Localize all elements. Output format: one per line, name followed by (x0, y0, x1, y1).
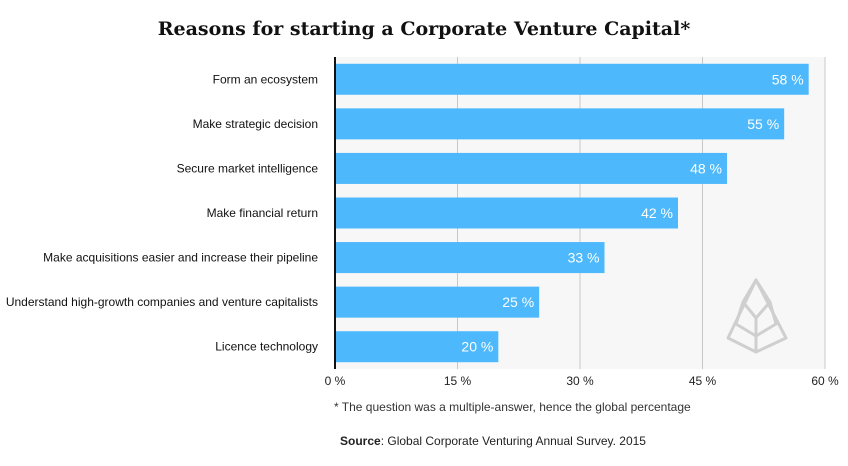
x-tick-label: 60 % (811, 374, 839, 388)
bar (335, 242, 605, 274)
category-label: Form an ecosystem (213, 72, 318, 86)
x-tick-label: 45 % (689, 374, 717, 388)
bar (335, 152, 727, 184)
bar-value-label: 58 % (772, 71, 804, 87)
footnote: * The question was a multiple-answer, he… (334, 400, 691, 414)
chart-title: Reasons for starting a Corporate Venture… (157, 18, 691, 40)
bar-value-label: 25 % (502, 294, 534, 310)
bar (335, 331, 499, 363)
x-tick-label: 30 % (566, 374, 594, 388)
watermark-logo (726, 278, 788, 354)
source-note: Source: Global Corporate Venturing Annua… (340, 434, 646, 448)
category-label: Understand high-growth companies and ven… (6, 295, 318, 309)
category-label: Make financial return (207, 206, 318, 220)
bar-value-label: 42 % (641, 205, 673, 221)
category-label: Secure market intelligence (177, 161, 319, 175)
category-label: Licence technology (215, 340, 318, 354)
x-tick-label: 15 % (444, 374, 472, 388)
bar (335, 108, 785, 140)
source-label: Source (340, 434, 381, 448)
x-tick-label: 0 % (325, 374, 346, 388)
bar-value-label: 48 % (690, 160, 722, 176)
category-label: Make strategic decision (193, 117, 318, 131)
bar-value-label: 33 % (568, 250, 600, 266)
bar (335, 63, 809, 95)
bar-value-label: 20 % (461, 339, 493, 355)
bar (335, 197, 678, 229)
bar (335, 286, 540, 318)
bar-value-label: 55 % (747, 116, 779, 132)
source-text: : Global Corporate Venturing Annual Surv… (380, 434, 646, 448)
category-label: Make acquisitions easier and increase th… (43, 251, 318, 265)
